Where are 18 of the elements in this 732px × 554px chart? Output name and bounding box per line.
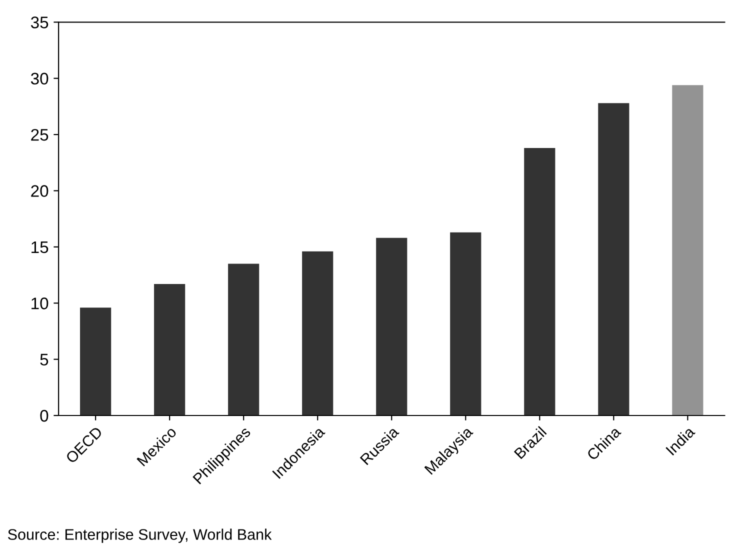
y-tick-label: 30 bbox=[30, 72, 48, 85]
bar bbox=[376, 238, 408, 416]
bar bbox=[154, 284, 186, 416]
y-tick-label: 10 bbox=[32, 298, 48, 310]
source-note: Source: Enterprise Survey, World Bank bbox=[8, 528, 272, 543]
y-tick-label: 15 bbox=[32, 242, 48, 254]
y-tick-label: 20 bbox=[31, 185, 48, 197]
bar bbox=[228, 264, 260, 416]
y-tick-label: 0 bbox=[40, 410, 48, 422]
bar bbox=[80, 308, 112, 416]
bar bbox=[302, 251, 334, 416]
y-tick-label: 5 bbox=[40, 354, 48, 366]
bar bbox=[672, 85, 704, 416]
y-tick-label: 25 bbox=[31, 128, 48, 141]
bar bbox=[524, 148, 556, 416]
bar bbox=[450, 232, 482, 416]
bar bbox=[598, 103, 630, 416]
y-tick-label: 35 bbox=[30, 16, 48, 28]
